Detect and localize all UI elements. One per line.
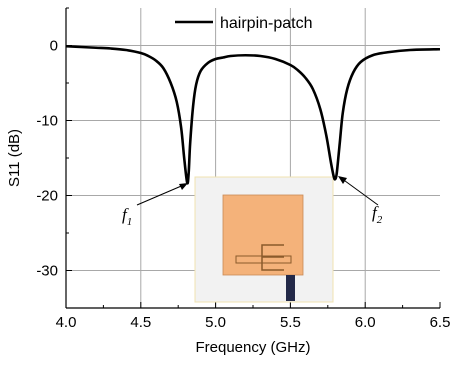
annotation-f1-arrowhead <box>179 183 188 190</box>
x-tick-label: 4.0 <box>56 314 77 331</box>
x-tick-label: 5.5 <box>280 314 301 331</box>
y-tick-label: -20 <box>36 188 58 205</box>
x-tick-label: 6.5 <box>430 314 451 331</box>
legend: hairpin-patch <box>175 15 313 32</box>
annotation-f2-arrowhead <box>338 176 347 184</box>
annotation-f2-label: f2 <box>372 203 383 226</box>
annotation-f1: f1 <box>122 183 188 228</box>
legend-label: hairpin-patch <box>220 15 313 32</box>
x-tick-label: 6.0 <box>355 314 376 331</box>
annotation-f1-label: f1 <box>122 205 132 228</box>
y-tick-label: -30 <box>36 263 58 280</box>
antenna-inset-image <box>194 176 334 303</box>
y-tick-label: 0 <box>50 38 58 55</box>
y-axis-title: S11 (dB) <box>6 129 23 187</box>
inset-feed-line <box>286 275 295 301</box>
series-line-hairpin-patch <box>65 44 441 185</box>
plot-frame <box>65 8 440 309</box>
annotation-f1-arrow <box>136 183 187 206</box>
annotation-f2-arrow <box>340 177 379 206</box>
inset-hairpin-slot <box>261 244 284 271</box>
x-tick-label: 4.5 <box>130 314 151 331</box>
x-tick-label: 5.0 <box>205 314 226 331</box>
annotation-f2: f2 <box>338 176 383 226</box>
axes: 4.0 4.5 5.0 5.5 6.0 6.5 0 -10 -20 -30 <box>36 7 451 331</box>
inset-slot-outline <box>235 255 292 264</box>
x-axis-title: Frequency (GHz) <box>195 339 310 356</box>
y-tick-label: -10 <box>36 113 58 130</box>
